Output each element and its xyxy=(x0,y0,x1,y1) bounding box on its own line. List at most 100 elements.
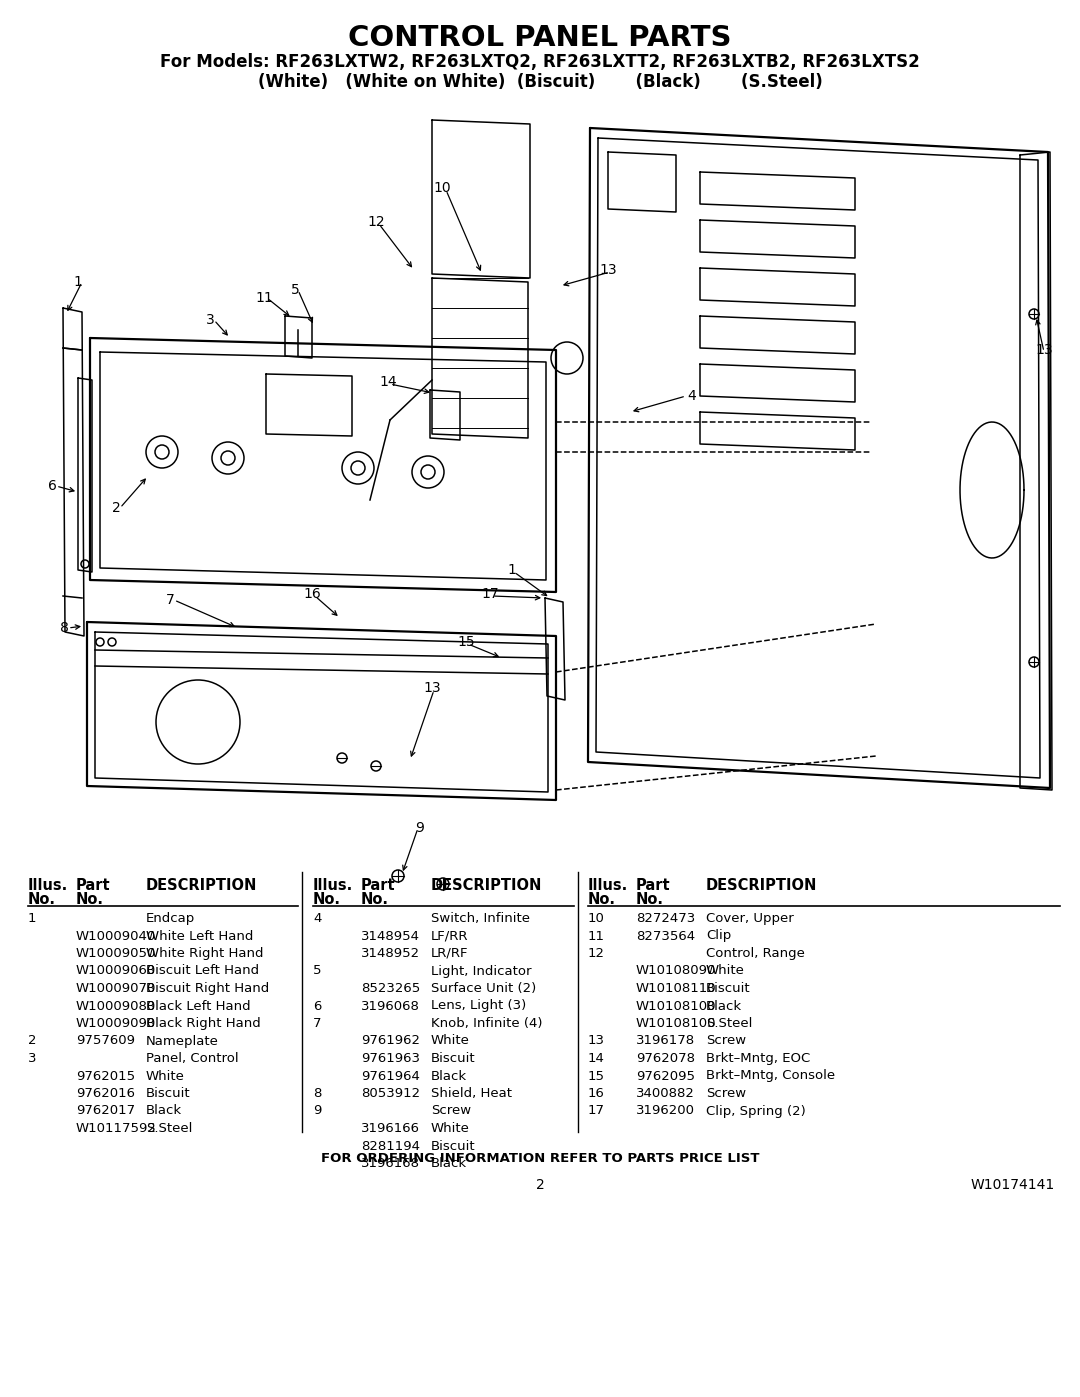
Text: 2: 2 xyxy=(28,1035,37,1048)
Text: Illus.: Illus. xyxy=(313,877,353,893)
Text: No.: No. xyxy=(636,893,664,907)
Text: 1: 1 xyxy=(28,912,37,925)
Text: 8053912: 8053912 xyxy=(361,1087,420,1099)
Text: Brkt–Mntg, EOC: Brkt–Mntg, EOC xyxy=(706,1052,810,1065)
Text: Black: Black xyxy=(431,1070,468,1083)
Text: 13: 13 xyxy=(1036,344,1053,358)
Text: 8281194: 8281194 xyxy=(361,1140,420,1153)
Text: S.Steel: S.Steel xyxy=(146,1122,192,1134)
Text: Endcap: Endcap xyxy=(146,912,195,925)
Text: FOR ORDERING INFORMATION REFER TO PARTS PRICE LIST: FOR ORDERING INFORMATION REFER TO PARTS … xyxy=(321,1153,759,1165)
Text: DESCRIPTION: DESCRIPTION xyxy=(431,877,542,893)
Text: 16: 16 xyxy=(588,1087,605,1099)
Text: 3196200: 3196200 xyxy=(636,1105,696,1118)
Text: 9762015: 9762015 xyxy=(76,1070,135,1083)
Text: Biscuit Right Hand: Biscuit Right Hand xyxy=(146,982,269,995)
Text: Illus.: Illus. xyxy=(588,877,629,893)
Text: White Left Hand: White Left Hand xyxy=(146,929,254,943)
Text: W10009080: W10009080 xyxy=(76,999,157,1013)
Text: 17: 17 xyxy=(482,587,499,601)
Text: No.: No. xyxy=(588,893,616,907)
Text: 12: 12 xyxy=(367,215,384,229)
Text: 13: 13 xyxy=(423,680,441,694)
Text: 13: 13 xyxy=(588,1035,605,1048)
Text: 4: 4 xyxy=(313,912,322,925)
Text: 9762078: 9762078 xyxy=(636,1052,696,1065)
Text: 6: 6 xyxy=(48,479,56,493)
Text: W10108100: W10108100 xyxy=(636,1017,716,1030)
Text: Illus.: Illus. xyxy=(28,877,68,893)
Text: 9761962: 9761962 xyxy=(361,1035,420,1048)
Text: White: White xyxy=(706,964,745,978)
Text: W10108090: W10108090 xyxy=(636,964,716,978)
Text: 3196166: 3196166 xyxy=(361,1122,420,1134)
Text: W10117592: W10117592 xyxy=(76,1122,157,1134)
Text: Lens, Light (3): Lens, Light (3) xyxy=(431,999,526,1013)
Text: 12: 12 xyxy=(588,947,605,960)
Text: DESCRIPTION: DESCRIPTION xyxy=(146,877,257,893)
Text: Surface Unit (2): Surface Unit (2) xyxy=(431,982,537,995)
Text: Screw: Screw xyxy=(706,1087,746,1099)
Text: Screw: Screw xyxy=(431,1105,471,1118)
Text: No.: No. xyxy=(313,893,341,907)
Text: Black Left Hand: Black Left Hand xyxy=(146,999,251,1013)
Text: Biscuit: Biscuit xyxy=(706,982,751,995)
Text: Part: Part xyxy=(76,877,110,893)
Text: 5: 5 xyxy=(291,284,299,298)
Text: 13: 13 xyxy=(599,263,617,277)
Text: 8273564: 8273564 xyxy=(636,929,696,943)
Text: Biscuit: Biscuit xyxy=(146,1087,191,1099)
Text: S.Steel: S.Steel xyxy=(706,1017,753,1030)
Text: Cover, Upper: Cover, Upper xyxy=(706,912,794,925)
Text: 15: 15 xyxy=(588,1070,605,1083)
Text: Part: Part xyxy=(361,877,395,893)
Text: 9762016: 9762016 xyxy=(76,1087,135,1099)
Text: W10108100: W10108100 xyxy=(636,999,716,1013)
Text: 4: 4 xyxy=(688,388,697,402)
Text: 8272473: 8272473 xyxy=(636,912,696,925)
Text: 9: 9 xyxy=(313,1105,322,1118)
Text: Switch, Infinite: Switch, Infinite xyxy=(431,912,530,925)
Text: CONTROL PANEL PARTS: CONTROL PANEL PARTS xyxy=(348,24,732,52)
Text: Light, Indicator: Light, Indicator xyxy=(431,964,531,978)
Text: No.: No. xyxy=(28,893,56,907)
Text: 17: 17 xyxy=(588,1105,605,1118)
Text: Biscuit: Biscuit xyxy=(431,1052,475,1065)
Text: White Right Hand: White Right Hand xyxy=(146,947,264,960)
Text: 10: 10 xyxy=(588,912,605,925)
Text: Screw: Screw xyxy=(706,1035,746,1048)
Text: 3: 3 xyxy=(28,1052,37,1065)
Text: 7: 7 xyxy=(313,1017,322,1030)
Text: 9761964: 9761964 xyxy=(361,1070,420,1083)
Text: 8: 8 xyxy=(313,1087,322,1099)
Text: LF/RR: LF/RR xyxy=(431,929,469,943)
Text: Black: Black xyxy=(431,1157,468,1171)
Text: Knob, Infinite (4): Knob, Infinite (4) xyxy=(431,1017,542,1030)
Text: Nameplate: Nameplate xyxy=(146,1035,219,1048)
Text: Black: Black xyxy=(146,1105,183,1118)
Text: 1: 1 xyxy=(73,275,82,289)
Text: 8523265: 8523265 xyxy=(361,982,420,995)
Text: 11: 11 xyxy=(255,291,273,305)
Text: 9757609: 9757609 xyxy=(76,1035,135,1048)
Text: W10174141: W10174141 xyxy=(971,1178,1055,1192)
Text: Biscuit: Biscuit xyxy=(431,1140,475,1153)
Text: Control, Range: Control, Range xyxy=(706,947,805,960)
Text: 8: 8 xyxy=(59,622,68,636)
Text: DESCRIPTION: DESCRIPTION xyxy=(706,877,818,893)
Text: 6: 6 xyxy=(313,999,322,1013)
Text: 14: 14 xyxy=(379,374,396,388)
Text: 5: 5 xyxy=(313,964,322,978)
Text: 2: 2 xyxy=(536,1178,544,1192)
Text: No.: No. xyxy=(76,893,104,907)
Text: For Models: RF263LXTW2, RF263LXTQ2, RF263LXTT2, RF263LXTB2, RF263LXTS2: For Models: RF263LXTW2, RF263LXTQ2, RF26… xyxy=(160,53,920,71)
Text: Part: Part xyxy=(636,877,671,893)
Text: W10009060: W10009060 xyxy=(76,964,157,978)
Text: 9762017: 9762017 xyxy=(76,1105,135,1118)
Text: 9761963: 9761963 xyxy=(361,1052,420,1065)
Text: W10108110: W10108110 xyxy=(636,982,717,995)
Text: 3196168: 3196168 xyxy=(361,1157,420,1171)
Text: 14: 14 xyxy=(588,1052,605,1065)
Text: 3: 3 xyxy=(205,313,214,327)
Text: 3148954: 3148954 xyxy=(361,929,420,943)
